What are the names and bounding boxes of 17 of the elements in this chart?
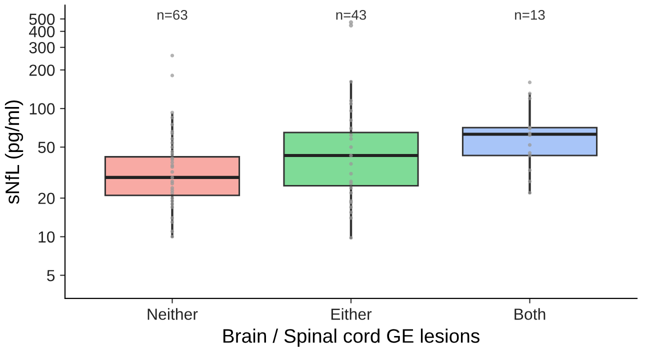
- y-axis-title: sNfL (pg/ml): [4, 100, 24, 204]
- x-tick-label: Neither: [148, 308, 198, 320]
- x-tick-label: Either: [331, 308, 372, 320]
- y-tick-label: 50: [38, 142, 55, 154]
- x-tick-label: Both: [514, 308, 546, 320]
- y-tick-label: 300: [29, 42, 55, 54]
- annotation: n=63: [158, 10, 188, 20]
- annotation: n=13: [515, 10, 545, 20]
- x-axis-title: Brain / Spinal cord GE lesions: [223, 328, 480, 347]
- y-tick-label: 20: [38, 192, 55, 204]
- y-tick-label: 100: [30, 103, 55, 114]
- y-tick-label: 10: [38, 231, 55, 243]
- annotation: n=43: [336, 10, 366, 20]
- y-tick-label: 200: [29, 64, 55, 76]
- y-tick-label: 400: [29, 26, 55, 38]
- y-tick-label: 5: [47, 270, 55, 282]
- y-tick-label: 500: [29, 14, 55, 25]
